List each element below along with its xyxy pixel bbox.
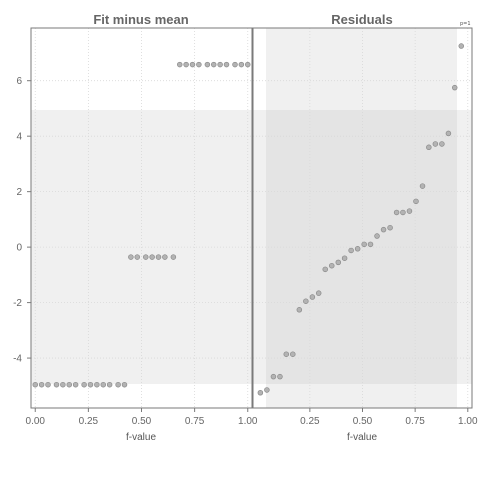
x-tick-label: 1.00 xyxy=(458,416,478,427)
x-tick-label: 0.25 xyxy=(300,416,320,427)
data-point xyxy=(223,61,230,68)
data-point xyxy=(264,387,270,393)
data-point xyxy=(183,61,189,68)
x-tick-label: 0.50 xyxy=(132,416,152,427)
data-point xyxy=(204,61,211,68)
panel-title: Fit minus mean xyxy=(93,12,188,27)
data-point xyxy=(196,61,202,68)
grid xyxy=(31,28,252,408)
data-point xyxy=(217,61,223,68)
data-point xyxy=(419,183,426,189)
data-point xyxy=(155,254,162,260)
data-point xyxy=(393,209,400,216)
x-ticks: 0.25 0.50 0.75 1.00 xyxy=(300,408,478,427)
data-point xyxy=(413,198,419,205)
x-tick-label: 0.25 xyxy=(79,416,99,427)
panel-title: Residuals xyxy=(331,12,392,27)
data-point xyxy=(81,381,87,388)
y-axis: -4 -2 0 2 4 6 xyxy=(13,76,31,365)
grid xyxy=(253,28,472,408)
data-point xyxy=(94,381,100,388)
data-point xyxy=(361,241,367,248)
data-point xyxy=(177,61,183,68)
corner-label: p=1 xyxy=(460,21,471,27)
y-tick-label: 6 xyxy=(16,76,22,87)
data-point xyxy=(245,61,251,68)
data-point xyxy=(432,141,439,147)
data-point xyxy=(189,61,196,68)
y-tick-label: -2 xyxy=(13,298,22,309)
data-point xyxy=(162,254,168,260)
data-point xyxy=(72,381,79,388)
data-point xyxy=(32,381,38,388)
data-point xyxy=(277,373,283,380)
data-point xyxy=(238,61,245,68)
data-point xyxy=(170,254,177,260)
x-tick-label: 0.75 xyxy=(405,416,425,427)
data-point xyxy=(149,254,155,260)
data-point xyxy=(143,254,149,260)
data-point xyxy=(303,298,309,304)
data-point xyxy=(134,254,141,260)
data-point xyxy=(60,381,66,388)
data-point xyxy=(270,373,277,380)
data-point xyxy=(322,266,328,273)
x-axis-label: f-value xyxy=(347,432,377,443)
data-point xyxy=(232,61,238,68)
data-point xyxy=(315,290,322,296)
data-point xyxy=(374,233,380,239)
data-point xyxy=(53,381,60,388)
data-point xyxy=(106,381,113,388)
data-point xyxy=(211,61,217,68)
data-point xyxy=(458,43,465,49)
data-point xyxy=(309,294,316,300)
data-point xyxy=(348,247,354,254)
data-point xyxy=(400,209,406,216)
data-point xyxy=(406,208,413,214)
y-tick-label: 0 xyxy=(16,243,22,254)
data-point xyxy=(426,144,432,151)
panel-fit-minus-mean: Fit minus mean 0.00 0.25 0.50 0.75 1.00 f-va… xyxy=(26,12,258,443)
data-point xyxy=(341,255,348,261)
x-tick-label: 0.75 xyxy=(185,416,205,427)
x-axis-label: f-value xyxy=(126,432,156,443)
data-point xyxy=(115,381,121,388)
data-point xyxy=(335,259,342,266)
data-point xyxy=(445,130,452,137)
points xyxy=(32,61,251,388)
data-point xyxy=(283,351,290,357)
data-point xyxy=(367,241,374,248)
x-tick-label: 1.00 xyxy=(238,416,258,427)
y-tick-label: 4 xyxy=(16,132,22,143)
y-tick-label: 2 xyxy=(16,187,22,198)
data-point xyxy=(257,389,264,396)
data-point xyxy=(66,381,72,388)
data-point xyxy=(100,381,106,388)
panel-residuals: Residuals p=1 0.25 0.50 0.75 1.00 f-value xyxy=(252,12,478,443)
x-tick-label: 0.50 xyxy=(353,416,373,427)
data-point xyxy=(451,84,458,91)
data-point xyxy=(329,262,335,269)
x-ticks: 0.00 0.25 0.50 0.75 1.00 xyxy=(26,408,258,427)
data-point xyxy=(354,246,361,252)
data-point xyxy=(290,351,296,357)
data-point xyxy=(387,224,393,231)
points xyxy=(257,43,465,396)
x-tick-label: 0.00 xyxy=(26,416,46,427)
data-point xyxy=(121,381,128,388)
data-point xyxy=(87,381,94,388)
data-point xyxy=(380,226,387,233)
data-point xyxy=(38,381,45,388)
y-tick-label: -4 xyxy=(13,354,22,365)
data-point xyxy=(45,381,51,388)
data-point xyxy=(439,141,445,147)
data-point xyxy=(296,307,303,313)
data-point xyxy=(128,254,134,260)
